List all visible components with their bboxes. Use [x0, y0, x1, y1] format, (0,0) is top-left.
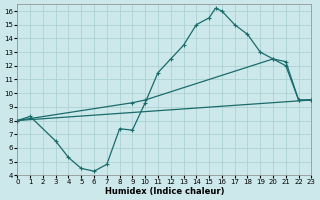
X-axis label: Humidex (Indice chaleur): Humidex (Indice chaleur) [105, 187, 224, 196]
